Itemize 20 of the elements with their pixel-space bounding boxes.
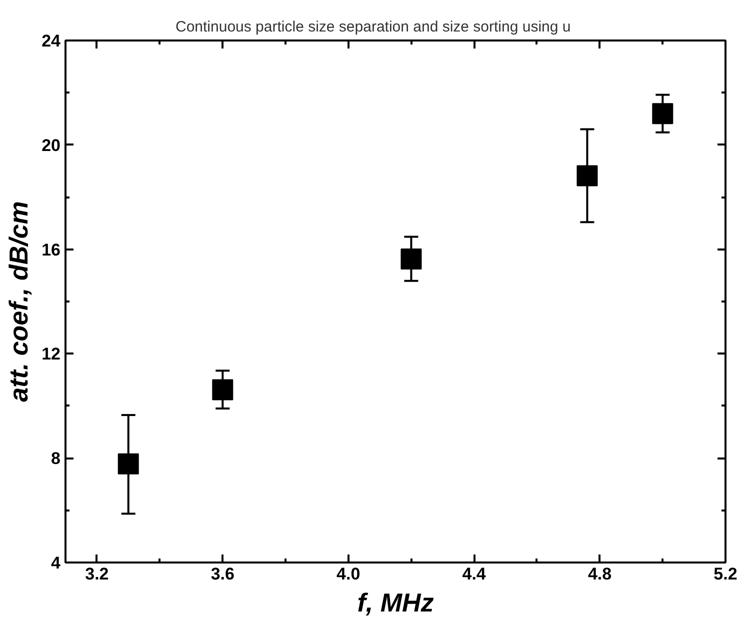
x-tick-label: 4.4 — [462, 564, 486, 584]
y-axis-title: att. coef., dB/cm — [4, 201, 34, 402]
y-tick-label: 24 — [42, 32, 62, 50]
y-tick-label: 16 — [42, 240, 61, 260]
point — [652, 103, 674, 124]
y-tick-label: 20 — [42, 136, 61, 155]
y-tick-label: 8 — [51, 449, 61, 468]
point — [212, 379, 234, 400]
chart-title: Continuous particle size separation and size sorting using u — [176, 18, 571, 36]
text: 4.0 — [336, 564, 360, 584]
y-tick-label: 12 — [42, 344, 61, 364]
x-tick-label: 3.2 — [85, 564, 109, 584]
x-tick-label: 5.2 — [714, 564, 738, 584]
x-tick-label: 4.8 — [588, 564, 612, 584]
x-axis-title: f, MHz — [357, 588, 434, 618]
point — [400, 248, 422, 270]
point — [118, 453, 139, 474]
point — [576, 165, 598, 186]
x-tick-label: 3.6 — [210, 564, 234, 584]
y-tick-label: 4 — [51, 554, 62, 572]
